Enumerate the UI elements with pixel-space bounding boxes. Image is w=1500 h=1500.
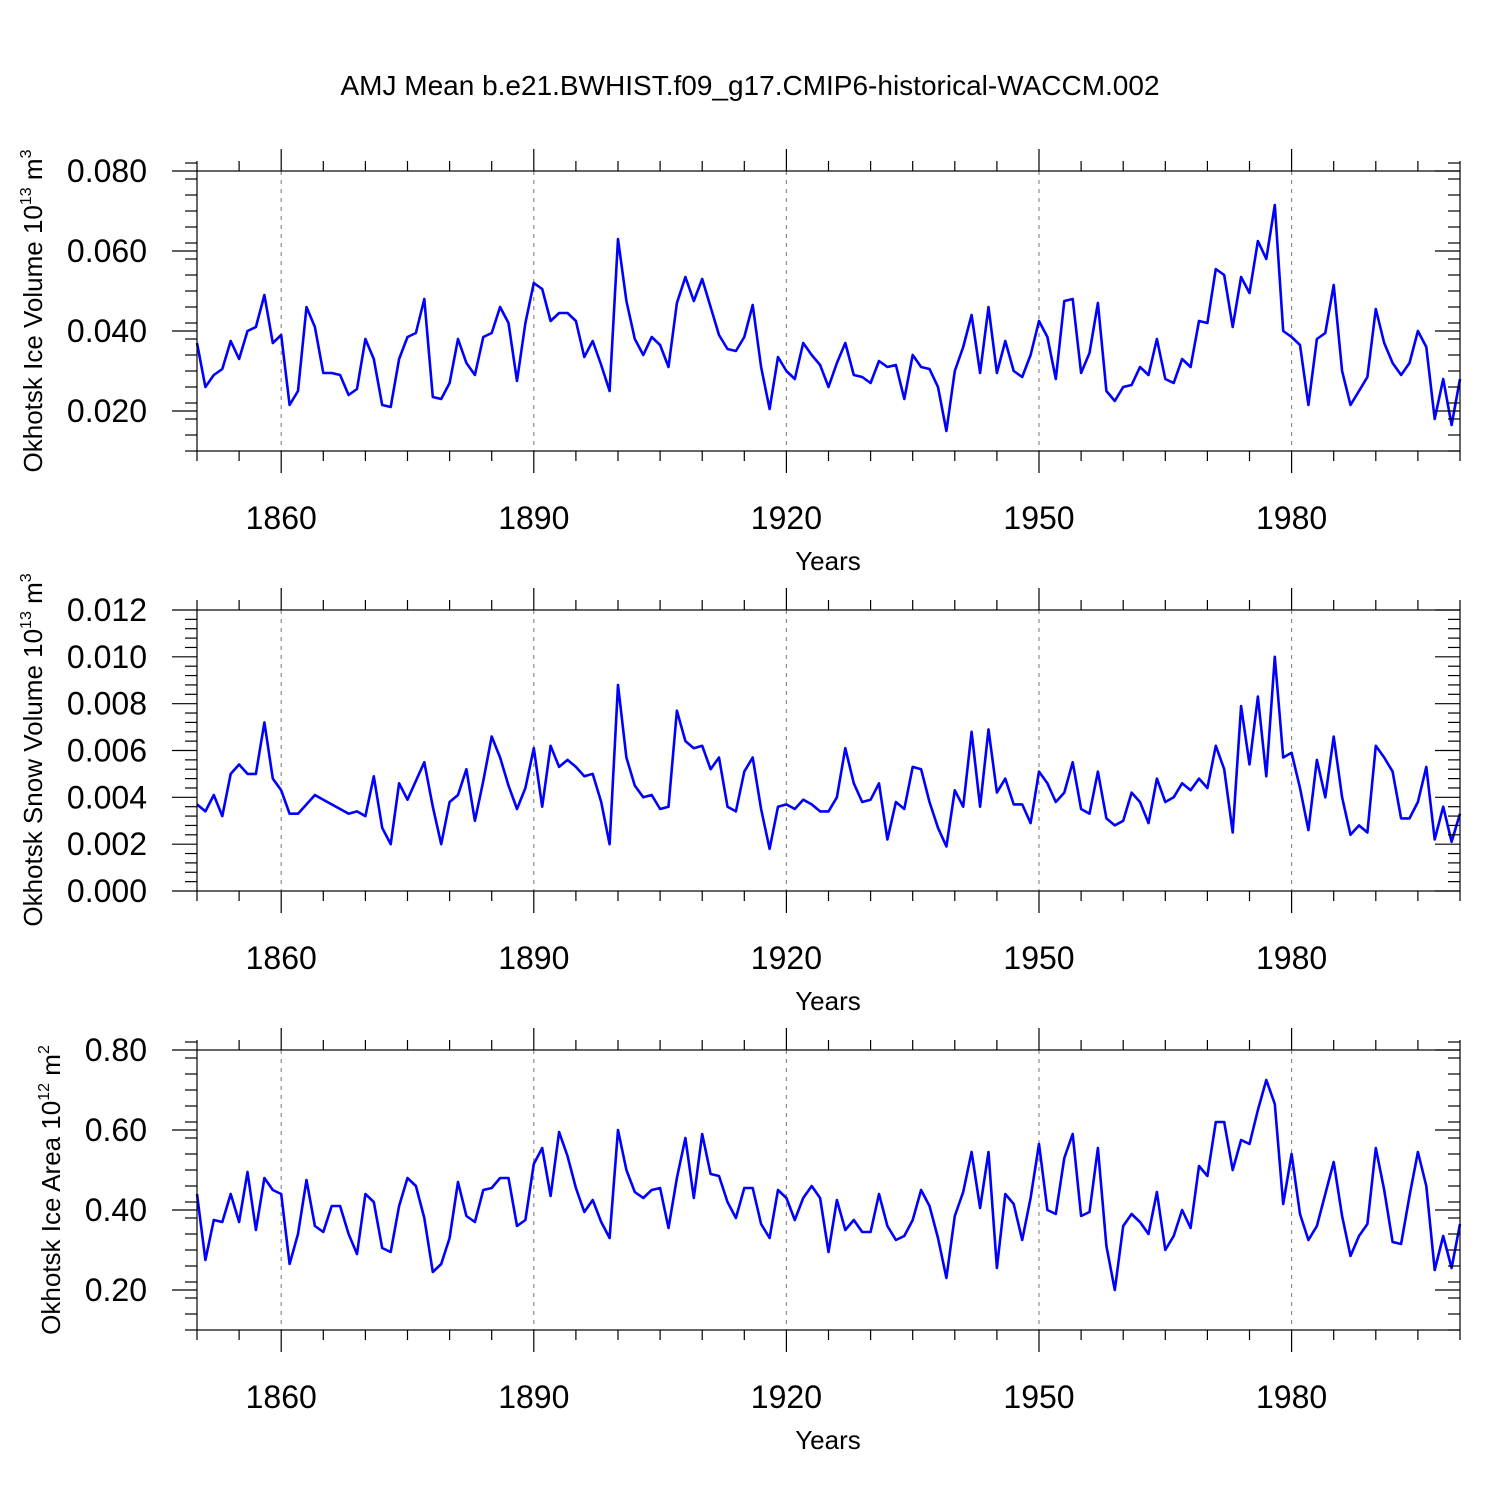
y-axis-label: Okhotsk Ice Area 1012 m2 [36, 1045, 66, 1335]
y-tick-label: 0.012 [67, 592, 147, 628]
y-axis-label-unit: m [36, 1054, 66, 1083]
y-tick-label: 0.004 [67, 779, 147, 815]
x-tick-label: 1890 [498, 500, 569, 536]
y-axis-label-unit: m [18, 158, 48, 187]
x-tick-label: 1980 [1256, 1379, 1327, 1415]
y-axis-label-exponent: 12 [36, 1083, 53, 1101]
x-axis-label: Years [795, 1425, 861, 1455]
y-tick-label: 0.008 [67, 686, 147, 722]
y-axis-label-text: Okhotsk Snow Volume 10 [18, 629, 48, 927]
y-tick-label: 0.006 [67, 733, 147, 769]
x-tick-label: 1920 [751, 940, 822, 976]
y-axis-label-unit: m [18, 582, 48, 611]
y-tick-label: 0.000 [67, 873, 147, 909]
y-tick-label: 0.40 [85, 1192, 147, 1228]
figure-title: AMJ Mean b.e21.BWHIST.f09_g17.CMIP6-hist… [340, 70, 1159, 101]
y-axis-label-exponent: 13 [18, 611, 35, 629]
y-tick-label: 0.060 [67, 233, 147, 269]
y-tick-label: 0.80 [85, 1032, 147, 1068]
x-tick-label: 1920 [751, 1379, 822, 1415]
y-tick-label: 0.002 [67, 826, 147, 862]
x-tick-label: 1890 [498, 940, 569, 976]
x-tick-label: 1860 [246, 500, 317, 536]
data-series-line [196, 655, 1462, 851]
x-axis-label: Years [795, 546, 861, 576]
x-tick-label: 1950 [1003, 1379, 1074, 1415]
y-axis-label-unit-exponent: 3 [18, 149, 35, 158]
y-axis-label-text: Okhotsk Ice Volume 10 [18, 205, 48, 472]
data-series-line [195, 203, 1462, 433]
x-tick-label: 1860 [246, 1379, 317, 1415]
y-axis-label-text: Okhotsk Ice Area 10 [36, 1101, 66, 1335]
x-tick-label: 1950 [1003, 940, 1074, 976]
x-tick-label: 1920 [751, 500, 822, 536]
y-axis-label: Okhotsk Snow Volume 1013 m3 [18, 573, 48, 926]
y-tick-label: 0.60 [85, 1112, 147, 1148]
y-tick-label: 0.010 [67, 639, 147, 675]
x-axis-label: Years [795, 986, 861, 1016]
x-tick-label: 1980 [1256, 500, 1327, 536]
y-axis-label-unit-exponent: 3 [18, 573, 35, 582]
plot-frame [196, 609, 1461, 892]
x-tick-label: 1890 [498, 1379, 569, 1415]
x-tick-label: 1950 [1003, 500, 1074, 536]
y-axis-label-exponent: 13 [18, 187, 35, 205]
y-axis-label: Okhotsk Ice Volume 1013 m3 [18, 149, 48, 472]
y-axis-label-unit-exponent: 2 [36, 1045, 53, 1054]
y-tick-label: 0.20 [85, 1272, 147, 1308]
y-tick-label: 0.040 [67, 313, 147, 349]
panel-snow-volume: 1860 1890 1920 1950 1980 0.000 0.002 0.004 0.006… [18, 573, 1462, 1016]
data-series-line [195, 1078, 1462, 1292]
x-tick-label: 1980 [1256, 940, 1327, 976]
panel-ice-volume: 1860 1890 1920 1950 1980 0.020 0.040 0.060 0.080… [18, 149, 1462, 576]
x-tick-label: 1860 [246, 940, 317, 976]
y-tick-label: 0.080 [67, 153, 147, 189]
plot-frame [196, 170, 1461, 452]
panel-ice-area: 1860 1890 1920 1950 1980 0.20 0.40 0.60 0.80 Year… [36, 1028, 1462, 1455]
y-tick-label: 0.020 [67, 393, 147, 429]
